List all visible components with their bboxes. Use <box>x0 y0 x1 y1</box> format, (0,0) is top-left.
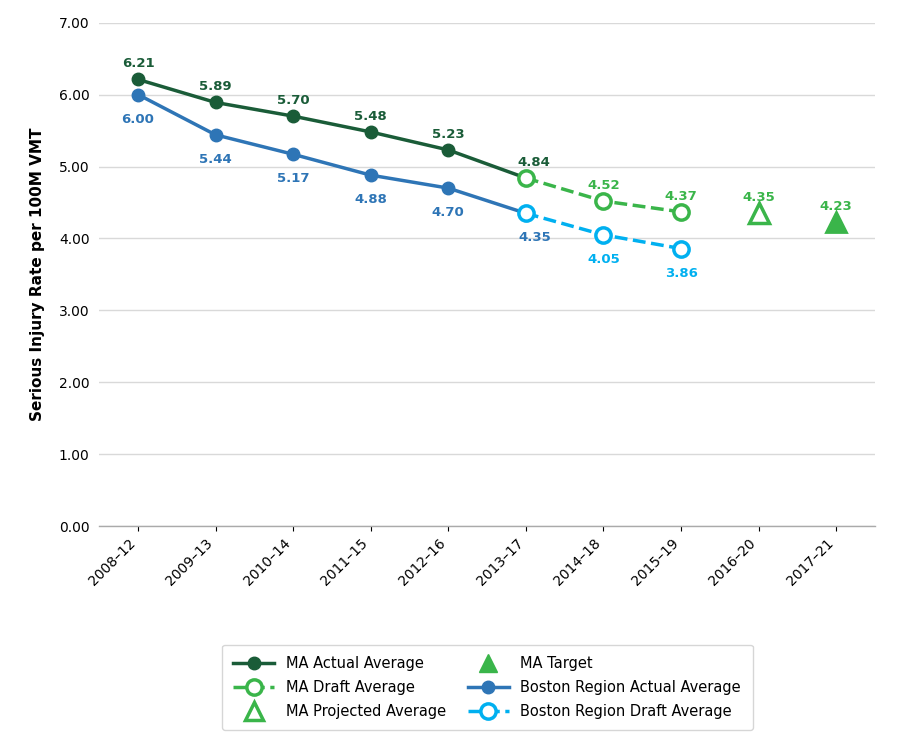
Legend: MA Actual Average, MA Draft Average, MA Projected Average, MA Target, Boston Reg: MA Actual Average, MA Draft Average, MA … <box>222 644 752 730</box>
Text: 4.37: 4.37 <box>665 190 697 202</box>
Text: 4.70: 4.70 <box>432 206 465 219</box>
Text: 5.48: 5.48 <box>354 110 387 123</box>
Text: 5.70: 5.70 <box>277 94 309 107</box>
Text: 4.52: 4.52 <box>587 179 620 192</box>
Text: 5.23: 5.23 <box>432 128 465 141</box>
Text: 5.89: 5.89 <box>199 80 232 93</box>
Text: 4.05: 4.05 <box>587 253 620 266</box>
Text: 4.88: 4.88 <box>354 193 387 206</box>
Text: 5.44: 5.44 <box>199 153 232 166</box>
Text: 6.00: 6.00 <box>122 113 154 126</box>
Text: 4.23: 4.23 <box>820 199 852 213</box>
Text: 4.35: 4.35 <box>742 191 775 204</box>
Text: 5.17: 5.17 <box>277 172 309 185</box>
Text: 6.21: 6.21 <box>122 57 154 70</box>
Text: 4.84: 4.84 <box>517 156 550 168</box>
Y-axis label: Serious Injury Rate per 100M VMT: Serious Injury Rate per 100M VMT <box>30 128 45 421</box>
Text: 4.35: 4.35 <box>519 232 551 244</box>
Text: 3.86: 3.86 <box>665 266 697 280</box>
